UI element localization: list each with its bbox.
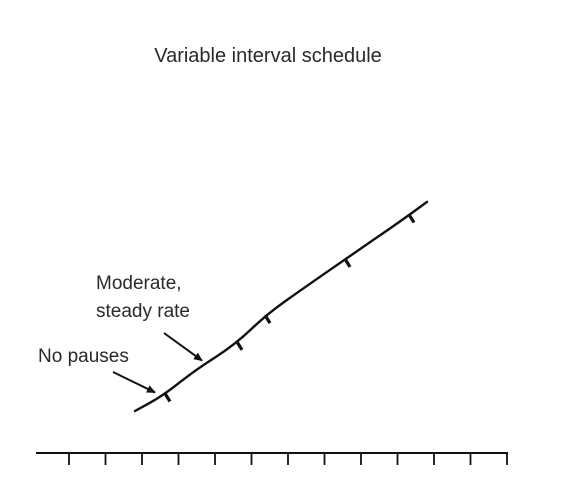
reinforcement-marker	[163, 392, 172, 403]
annotation-moderate-line-2: steady rate	[96, 301, 190, 322]
annotation-no-pauses-label: No pauses	[38, 346, 129, 367]
reinforcement-markers	[163, 213, 416, 403]
chart-title: Variable interval schedule	[154, 45, 382, 67]
annotation-moderate-arrow	[163, 332, 203, 362]
reinforcement-marker	[407, 213, 416, 224]
annotation-no-pauses: No pauses	[38, 346, 156, 394]
reinforcement-marker	[343, 258, 352, 268]
annotation-moderate-steady-rate: Moderate, steady rate	[96, 273, 203, 362]
reinforcement-marker	[235, 341, 244, 351]
annotation-no-pauses-arrow	[112, 371, 156, 394]
annotation-moderate-line-1: Moderate,	[96, 273, 182, 294]
x-axis-ticks	[68, 453, 508, 465]
cumulative-response-line	[133, 200, 429, 413]
reinforcement-marker	[263, 314, 272, 324]
